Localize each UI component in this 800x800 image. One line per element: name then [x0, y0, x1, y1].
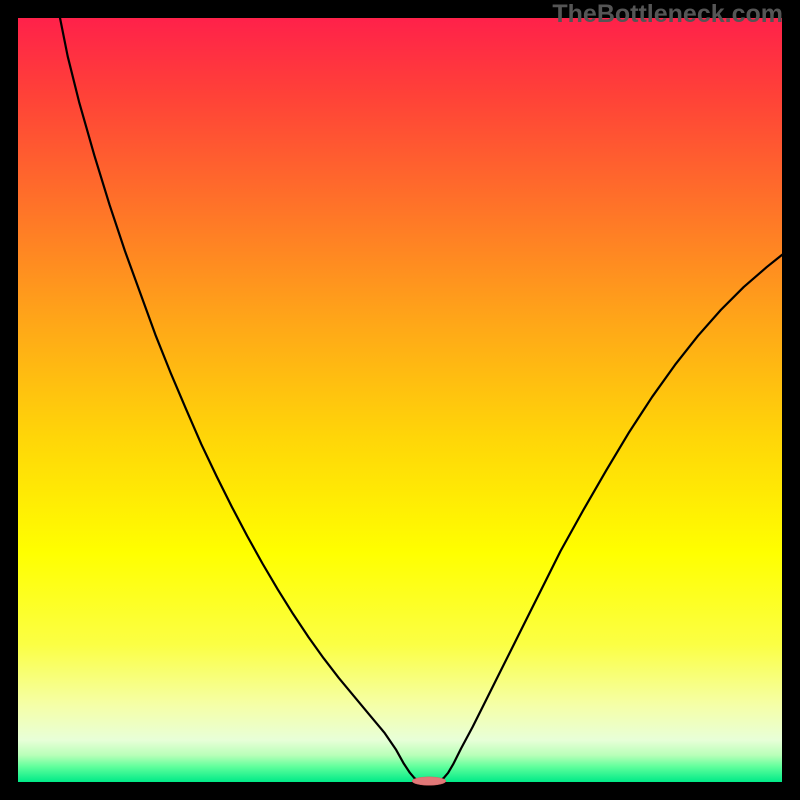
minimum-marker: [412, 777, 446, 785]
plot-background: [18, 18, 782, 782]
watermark-text: TheBottleneck.com: [552, 0, 783, 29]
chart-svg: [0, 0, 800, 800]
chart-container: TheBottleneck.com: [0, 0, 800, 800]
